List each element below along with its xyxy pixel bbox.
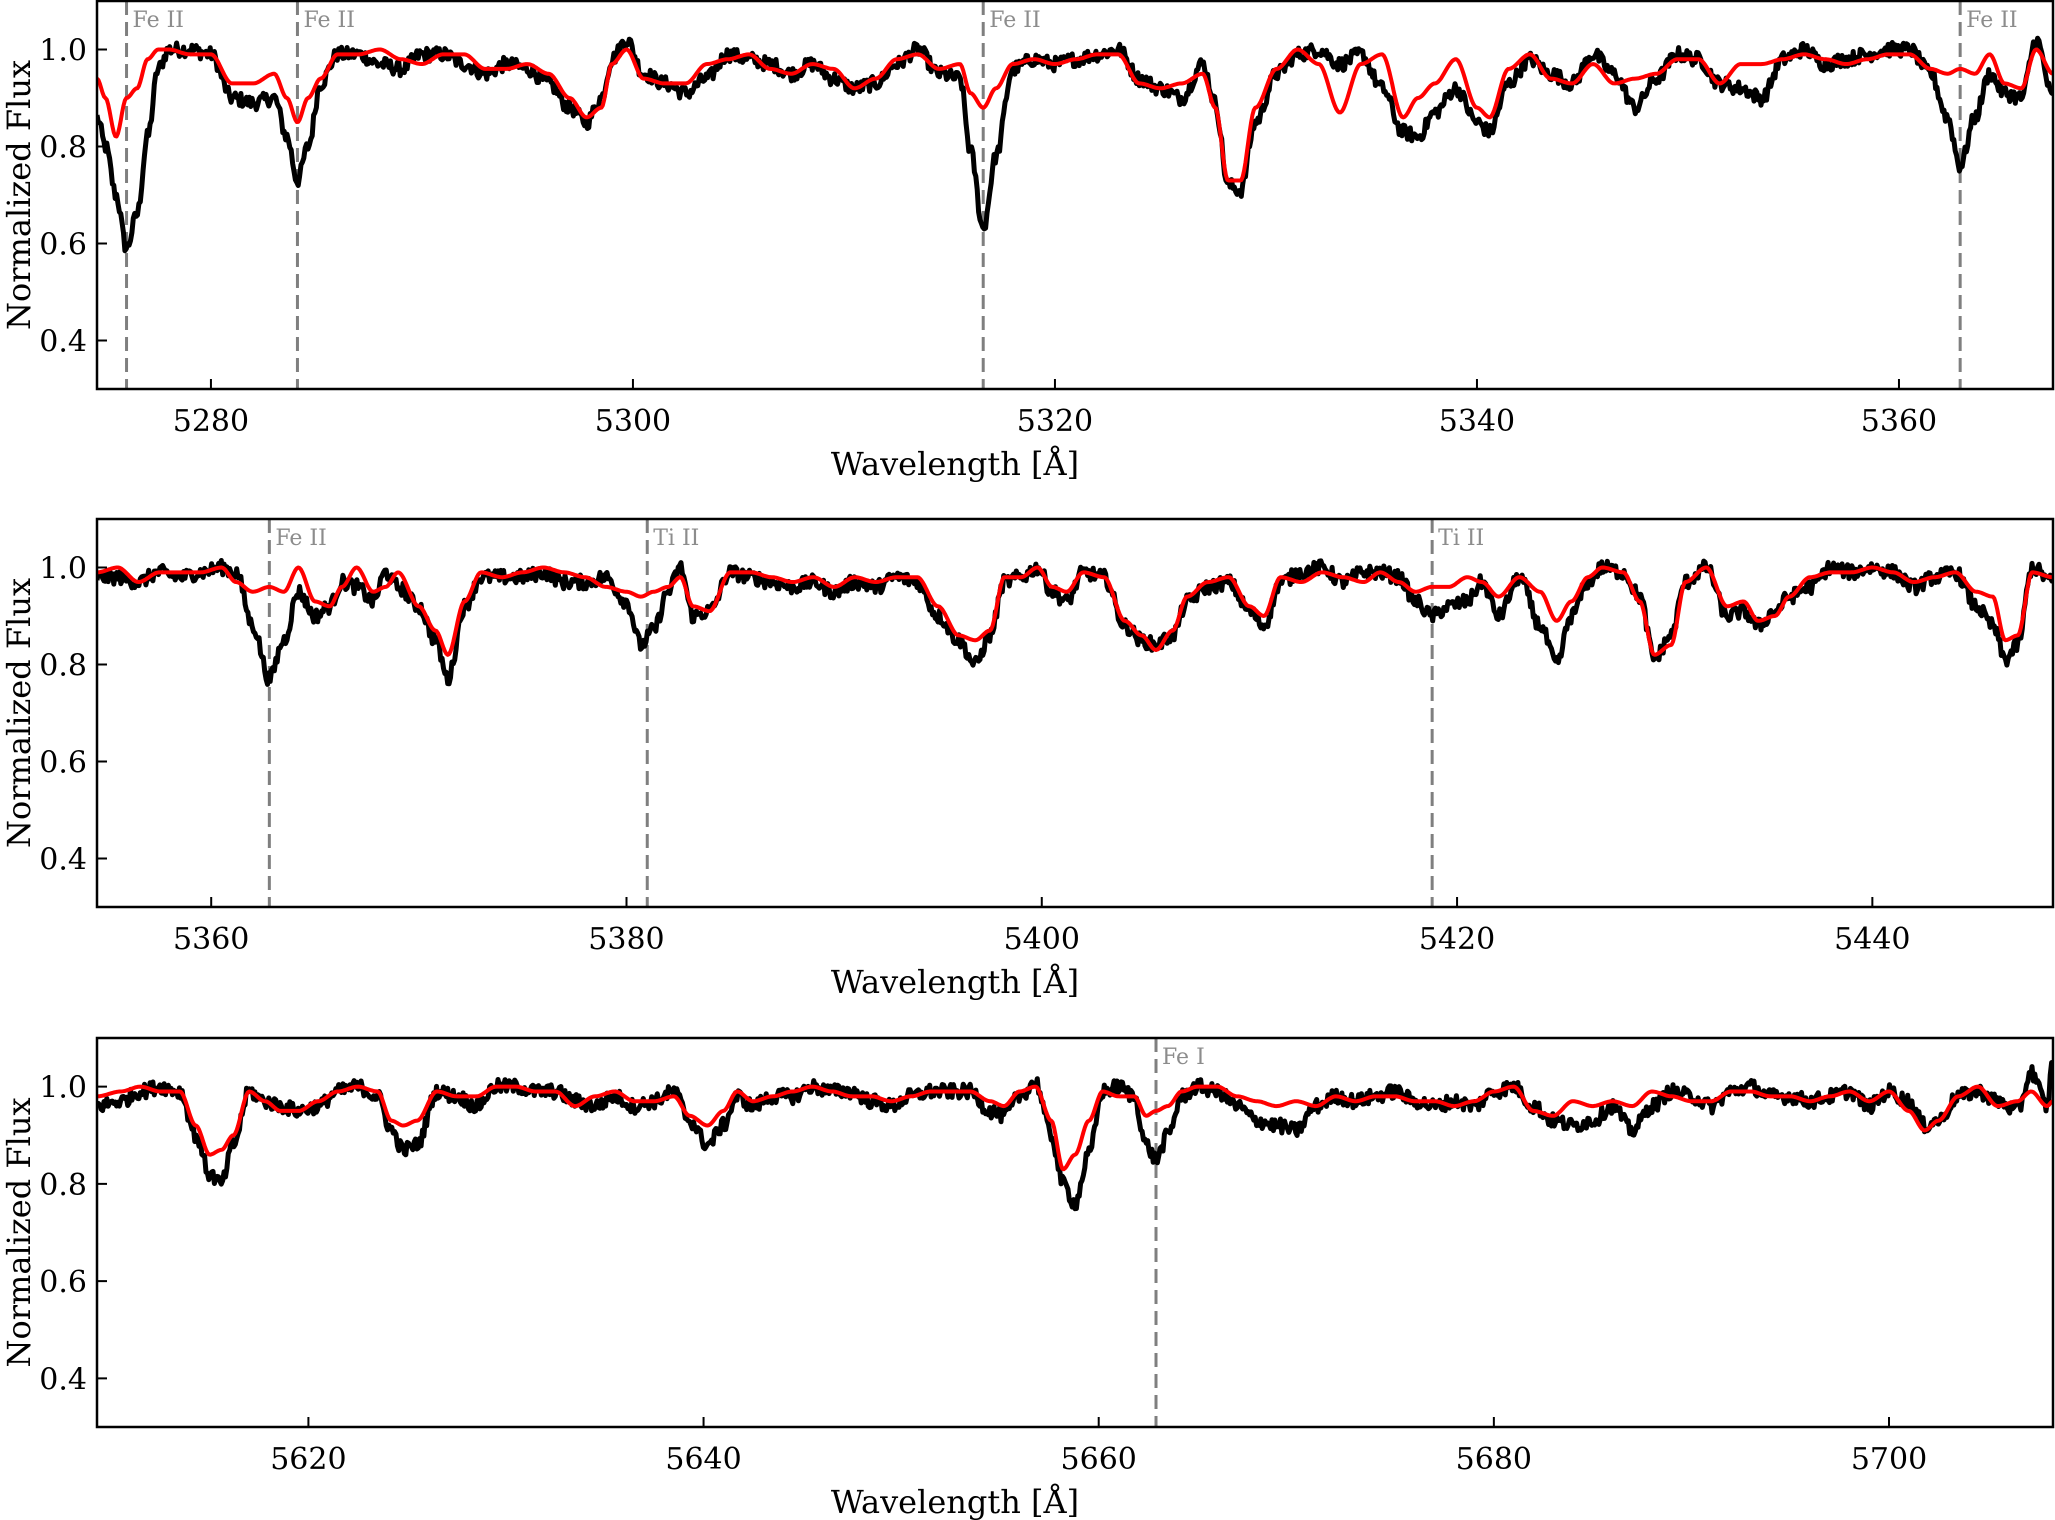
x-tick-label: 5420	[1419, 922, 1495, 957]
model-spectrum	[97, 1084, 2053, 1172]
y-tick-label: 0.8	[39, 1168, 87, 1203]
panel-bottom: Fe I 5620 5640 5660 5680 5700 0.4 0.6 0.8 1.0 Wave…	[0, 1036, 2055, 1520]
y-tick-label: 1.0	[39, 34, 87, 69]
x-axis-label: Wavelength [Å]	[831, 1483, 1079, 1520]
y-tick-label: 0.6	[39, 228, 87, 263]
y-tick-label: 0.4	[39, 1362, 87, 1397]
x-tick-label: 5320	[1017, 404, 1093, 439]
y-axis-label: Normalized Flux	[0, 60, 38, 330]
plot-area: Fe I	[97, 1038, 2053, 1427]
line-marker-label: Fe II	[133, 8, 184, 33]
plot-area: Fe II Ti II Ti II	[97, 519, 2053, 907]
y-tick-label: 0.8	[39, 649, 87, 684]
x-tick-label: 5360	[1861, 404, 1937, 439]
y-axis-label: Normalized Flux	[0, 578, 38, 848]
y-tick-label: 1.0	[39, 1071, 87, 1106]
x-tick-label: 5280	[173, 404, 249, 439]
y-tick-label: 0.4	[39, 843, 87, 878]
panel-top: Fe II Fe II Fe II Fe II 5280 5300 5320 5340 5360…	[0, 0, 2055, 483]
plot-area: Fe II Fe II Fe II Fe II	[97, 1, 2053, 389]
x-tick-label: 5360	[173, 922, 249, 957]
x-tick-label: 5680	[1456, 1442, 1532, 1477]
y-tick-label: 0.6	[39, 1265, 87, 1300]
line-marker-label: Ti II	[653, 526, 699, 551]
line-marker-label: Fe II	[303, 8, 354, 33]
line-marker-label: Fe II	[989, 8, 1040, 33]
x-tick-label: 5380	[588, 922, 664, 957]
line-marker-label: Fe II	[1966, 8, 2017, 33]
x-tick-label: 5640	[665, 1442, 741, 1477]
line-marker-label: Fe II	[275, 526, 326, 551]
y-tick-label: 0.8	[39, 131, 87, 166]
y-tick-label: 0.4	[39, 325, 87, 360]
y-tick-label: 1.0	[39, 552, 87, 587]
axes-frame	[95, 1036, 2055, 1429]
x-tick-label: 5700	[1851, 1442, 1927, 1477]
line-marker-label: Ti II	[1438, 526, 1484, 551]
x-tick-label: 5440	[1834, 922, 1910, 957]
x-tick-label: 5400	[1004, 922, 1080, 957]
y-tick-label: 0.6	[39, 746, 87, 781]
line-marker-label: Fe I	[1162, 1045, 1205, 1070]
x-axis-label: Wavelength [Å]	[831, 445, 1079, 483]
observed-spectrum	[97, 35, 2053, 254]
model-spectrum	[97, 47, 2053, 183]
x-tick-label: 5660	[1061, 1442, 1137, 1477]
axes-frame	[95, 517, 2055, 909]
observed-spectrum	[97, 1059, 2053, 1212]
y-axis-label: Normalized Flux	[0, 1098, 38, 1368]
x-tick-label: 5620	[270, 1442, 346, 1477]
panel-middle: Fe II Ti II Ti II 5360 5380 5400 5420 5440 0.4 0.…	[0, 517, 2055, 1001]
x-tick-label: 5340	[1439, 404, 1515, 439]
model-spectrum	[97, 565, 2053, 657]
x-axis-label: Wavelength [Å]	[831, 963, 1079, 1001]
axes-frame	[95, 0, 2055, 391]
x-tick-label: 5300	[595, 404, 671, 439]
